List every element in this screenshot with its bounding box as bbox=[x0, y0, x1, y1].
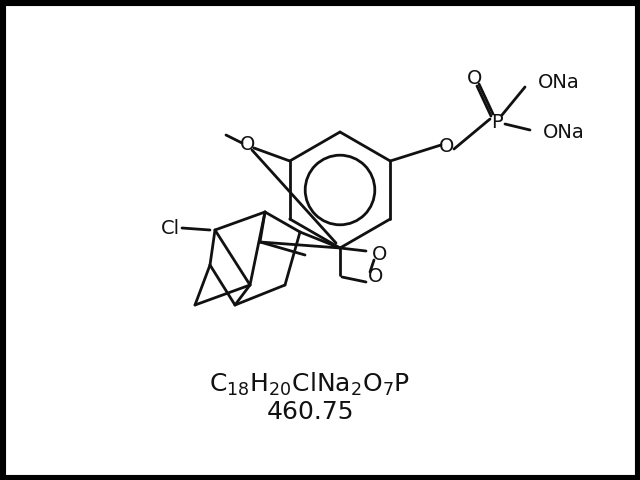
Text: O: O bbox=[439, 137, 454, 156]
Text: O: O bbox=[467, 69, 483, 87]
Text: O: O bbox=[368, 267, 384, 287]
Text: ONa: ONa bbox=[543, 122, 585, 142]
Text: Cl: Cl bbox=[161, 218, 180, 238]
Text: ONa: ONa bbox=[538, 72, 580, 92]
Text: 460.75: 460.75 bbox=[266, 400, 354, 424]
Text: P: P bbox=[491, 112, 503, 132]
Text: O: O bbox=[240, 135, 256, 155]
Text: O: O bbox=[372, 245, 388, 264]
Text: C$_{18}$H$_{20}$ClNa$_{2}$O$_{7}$P: C$_{18}$H$_{20}$ClNa$_{2}$O$_{7}$P bbox=[209, 371, 411, 397]
FancyBboxPatch shape bbox=[4, 4, 636, 476]
